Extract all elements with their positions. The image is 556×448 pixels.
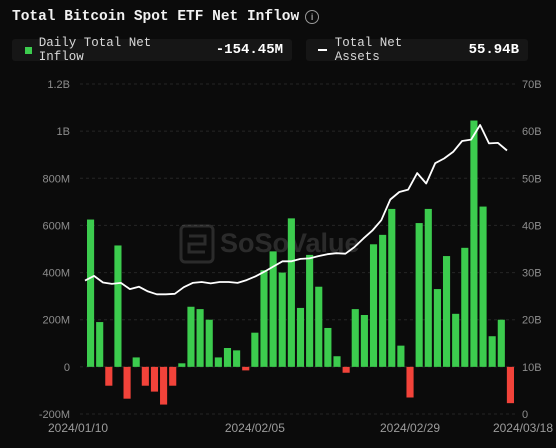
x-axis-tick: 2024/03/18 <box>493 421 553 435</box>
inflow-bar <box>452 313 460 367</box>
x-axis: 2024/01/10 2024/02/05 2024/02/29 2024/03/18 <box>48 421 553 435</box>
left-axis-tick: 1B <box>57 126 70 138</box>
inflow-bar <box>223 348 232 367</box>
inflow-bar <box>415 223 423 367</box>
right-axis-tick: 30B <box>522 268 542 280</box>
x-axis-tick: 2024/01/10 <box>48 421 108 435</box>
inflow-bar <box>269 251 277 367</box>
inflow-bar <box>132 357 140 367</box>
inflow-bar <box>160 366 168 405</box>
inflow-bar <box>397 345 405 367</box>
total-net-assets-line <box>84 124 508 296</box>
bar-series <box>87 120 514 405</box>
left-axis-tick: -200M <box>39 409 70 421</box>
inflow-bar <box>96 322 104 367</box>
legend-line-swatch-icon <box>318 49 327 51</box>
x-axis-tick: 2024/02/29 <box>380 421 440 435</box>
inflow-bar <box>497 319 505 367</box>
watermark-logo-icon <box>179 224 215 264</box>
inflow-bar <box>187 306 195 367</box>
legend-inflow-label: Daily Total Net Inflow <box>38 36 152 64</box>
inflow-bar <box>324 327 332 367</box>
inflow-bar <box>141 366 149 386</box>
inflow-bar <box>123 366 131 399</box>
inflow-bar <box>278 272 286 367</box>
inflow-bar <box>369 244 378 367</box>
inflow-bar <box>260 270 268 367</box>
inflow-bar <box>150 366 159 392</box>
inflow-bar <box>178 363 186 367</box>
legend-bar-swatch-icon <box>25 46 32 54</box>
chart-title: Total Bitcoin Spot ETF Net Inflow i <box>12 9 320 25</box>
inflow-bar <box>205 319 213 367</box>
inflow-bar <box>442 256 451 367</box>
inflow-bar <box>105 366 113 386</box>
inflow-bar <box>342 366 350 373</box>
inflow-bar <box>315 286 323 367</box>
inflow-bar <box>333 356 341 367</box>
inflow-bar <box>351 309 359 367</box>
inflow-bar <box>406 366 414 398</box>
right-axis-tick: 20B <box>522 315 542 327</box>
grid-lines <box>80 83 515 415</box>
inflow-bar <box>233 350 241 367</box>
right-axis-tick: 50B <box>522 173 542 185</box>
line-series <box>84 124 508 296</box>
inflow-bar <box>461 247 469 367</box>
inflow-bar <box>114 245 122 367</box>
legend-total-assets[interactable]: Total Net Assets 55.94B <box>306 36 528 64</box>
inflow-bar <box>506 366 514 404</box>
legend-daily-inflow[interactable]: Daily Total Net Inflow -154.45M <box>12 36 292 64</box>
inflow-bar <box>388 208 396 367</box>
inflow-bar <box>479 206 487 367</box>
inflow-bar <box>424 208 432 367</box>
inflow-bar <box>306 254 314 367</box>
left-axis-tick: 800M <box>42 173 70 185</box>
left-axis-tick: 400M <box>42 268 70 280</box>
legend-inflow-value: -154.45M <box>215 42 283 58</box>
right-axis-tick: 70B <box>522 79 542 91</box>
left-axis-tick: 200M <box>42 315 70 327</box>
right-axis: 0 10B 20B 30B 40B 50B 60B 70B <box>522 79 542 421</box>
right-axis-tick: 60B <box>522 126 542 138</box>
right-axis-tick: 0 <box>522 409 528 421</box>
legend-assets-label: Total Net Assets <box>334 36 403 64</box>
left-axis-tick: 600M <box>42 220 70 232</box>
info-icon[interactable]: i <box>305 10 320 24</box>
inflow-bar <box>433 289 441 367</box>
legend-assets-value: 55.94B <box>468 42 519 58</box>
inflow-bar <box>169 366 177 386</box>
left-axis: -200M 0 200M 400M 600M 800M 1B 1.2B <box>39 79 70 421</box>
right-axis-tick: 10B <box>522 362 542 374</box>
inflow-bar <box>379 234 387 367</box>
inflow-bar <box>242 366 250 371</box>
chart-title-text: Total Bitcoin Spot ETF Net Inflow <box>12 9 300 25</box>
inflow-bar <box>488 336 496 367</box>
inflow-bar <box>214 357 222 367</box>
x-axis-tick: 2024/02/05 <box>225 421 285 435</box>
inflow-bar <box>296 307 305 367</box>
inflow-bar <box>251 332 259 367</box>
inflow-bar <box>287 218 295 367</box>
left-axis-tick: 0 <box>64 362 70 374</box>
inflow-bar <box>87 219 95 367</box>
inflow-bar <box>360 315 368 367</box>
inflow-bar <box>196 309 204 367</box>
right-axis-tick: 40B <box>522 220 542 232</box>
left-axis-tick: 1.2B <box>47 79 70 91</box>
inflow-bar <box>470 120 478 367</box>
